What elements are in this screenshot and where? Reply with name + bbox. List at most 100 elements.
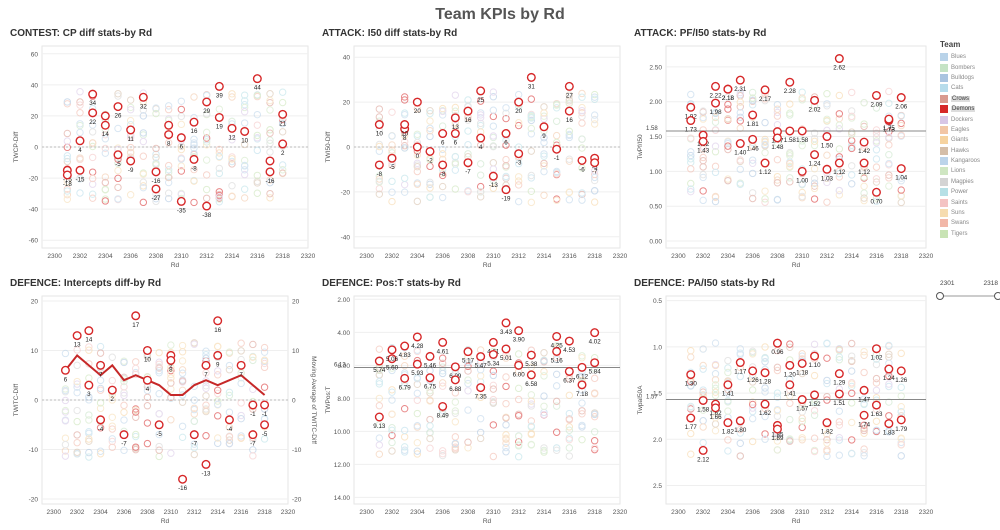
legend-item[interactable]: Kangaroos bbox=[940, 156, 998, 166]
team-point bbox=[88, 174, 97, 183]
legend-item[interactable]: Saints bbox=[940, 197, 998, 207]
team-point bbox=[699, 187, 707, 195]
team-point bbox=[885, 133, 893, 141]
legend-item[interactable]: Demons bbox=[940, 104, 998, 114]
chart-title: CONTEST: CP diff stats-by Rd bbox=[10, 28, 153, 39]
team-point bbox=[451, 443, 460, 451]
legend-item[interactable]: Bombers bbox=[940, 62, 998, 72]
highlight-point bbox=[785, 77, 795, 87]
team-point bbox=[152, 144, 160, 153]
team-point bbox=[578, 421, 586, 430]
team-point bbox=[388, 431, 396, 440]
highlight-point bbox=[236, 360, 246, 370]
team-point bbox=[240, 103, 249, 112]
team-point bbox=[502, 114, 510, 123]
team-point bbox=[240, 185, 249, 193]
rd-range-slider[interactable]: 2301 2318 bbox=[936, 280, 1000, 300]
team-point bbox=[823, 452, 831, 461]
x-tick-label: 2320 bbox=[919, 509, 934, 516]
x-tick-label: 2300 bbox=[46, 509, 61, 516]
team-point bbox=[835, 407, 844, 415]
team-point bbox=[540, 191, 548, 199]
y-tick-label: -40 bbox=[341, 234, 351, 241]
team-point bbox=[426, 109, 434, 118]
data-label: 5.47 bbox=[475, 363, 488, 370]
team-point bbox=[190, 417, 198, 425]
x-tick-label: 2306 bbox=[117, 509, 132, 516]
legend-item[interactable]: Power bbox=[940, 187, 998, 197]
team-point bbox=[514, 412, 523, 420]
team-point bbox=[63, 154, 72, 163]
highlight-point bbox=[202, 201, 212, 211]
team-point bbox=[388, 410, 396, 418]
team-point bbox=[514, 384, 523, 393]
legend-item[interactable]: Hawks bbox=[940, 146, 998, 156]
team-point bbox=[897, 402, 905, 411]
team-point bbox=[773, 105, 782, 113]
team-point bbox=[476, 434, 485, 443]
legend-item[interactable]: Dockers bbox=[940, 114, 998, 124]
team-point bbox=[228, 157, 236, 166]
team-point bbox=[552, 196, 561, 205]
team-point bbox=[798, 192, 806, 201]
legend-item[interactable]: Blues bbox=[940, 52, 998, 62]
team-point bbox=[724, 407, 732, 415]
legend-item[interactable]: Suns bbox=[940, 208, 998, 218]
slider-track[interactable] bbox=[936, 292, 1000, 300]
team-point bbox=[578, 407, 586, 415]
legend-item[interactable]: Magpies bbox=[940, 177, 998, 187]
team-point bbox=[126, 116, 135, 125]
highlight-point bbox=[859, 410, 869, 420]
x-tick-label: 2320 bbox=[281, 509, 296, 516]
team-point bbox=[872, 178, 881, 186]
chart-title: DEFENCE: PA/I50 stats-by Rd bbox=[634, 278, 775, 289]
legend-item[interactable]: Bulldogs bbox=[940, 73, 998, 83]
team-point bbox=[798, 417, 806, 426]
legend-item[interactable]: Eagles bbox=[940, 125, 998, 135]
legend-item[interactable]: Crows bbox=[940, 94, 998, 104]
team-point bbox=[73, 361, 81, 370]
highlight-point bbox=[810, 351, 820, 361]
team-point bbox=[155, 430, 163, 439]
data-label: -7 bbox=[250, 441, 256, 448]
team-point bbox=[167, 366, 175, 375]
highlight-point bbox=[810, 390, 820, 400]
team-point bbox=[699, 406, 707, 414]
team-point bbox=[190, 141, 198, 149]
team-point bbox=[502, 431, 510, 439]
highlight-point bbox=[871, 187, 881, 197]
team-point bbox=[578, 410, 586, 418]
team-point bbox=[565, 127, 574, 135]
team-point bbox=[798, 188, 806, 197]
data-label: 1.52 bbox=[809, 401, 822, 408]
slider-max-handle[interactable] bbox=[994, 292, 1000, 300]
team-point bbox=[388, 197, 396, 206]
team-point bbox=[761, 354, 769, 363]
legend-item[interactable]: Lions bbox=[940, 166, 998, 176]
legend-item[interactable]: Tigers bbox=[940, 229, 998, 239]
team-point bbox=[748, 156, 757, 164]
highlight-point bbox=[88, 108, 98, 118]
data-label: 1.17 bbox=[734, 369, 747, 376]
team-point bbox=[85, 448, 93, 457]
legend-item[interactable]: Giants bbox=[940, 135, 998, 145]
data-label: 1.26 bbox=[895, 377, 908, 384]
data-label: -5 bbox=[592, 164, 598, 171]
team-point bbox=[810, 137, 819, 146]
legend-item[interactable]: Cats bbox=[940, 83, 998, 93]
team-point bbox=[565, 97, 574, 105]
x-tick-label: 2300 bbox=[359, 509, 374, 516]
team-point bbox=[736, 108, 744, 117]
team-point bbox=[400, 174, 409, 182]
team-point bbox=[835, 110, 844, 118]
team-point bbox=[215, 188, 224, 196]
slider-min-handle[interactable] bbox=[936, 292, 944, 300]
team-point bbox=[451, 398, 460, 406]
team-point bbox=[96, 404, 105, 413]
x-tick-label: 2318 bbox=[257, 509, 272, 516]
data-label: -2 bbox=[427, 157, 433, 164]
data-label: 4.25 bbox=[551, 342, 564, 349]
data-label: -16 bbox=[152, 178, 162, 185]
team-point bbox=[527, 124, 536, 133]
legend-item[interactable]: Swans bbox=[940, 218, 998, 228]
